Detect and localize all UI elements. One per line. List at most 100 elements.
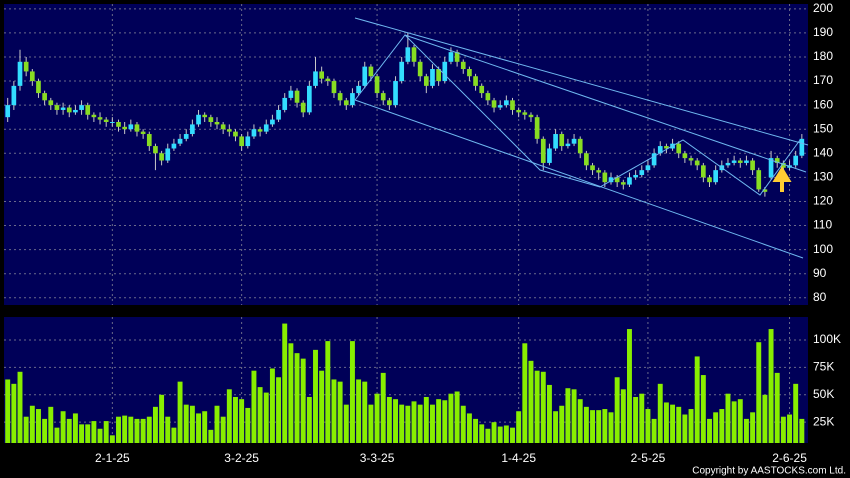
candle-body <box>122 126 128 130</box>
volume-bar <box>128 416 134 443</box>
candle-body <box>799 138 805 156</box>
candle-body <box>701 165 706 178</box>
volume-bar <box>42 418 48 443</box>
volume-bar <box>251 370 257 443</box>
volume-bar <box>294 353 300 443</box>
candle-body <box>627 177 632 185</box>
volume-bar <box>54 427 60 443</box>
candle-body <box>177 138 183 144</box>
marks: 80 90 100 110 120 130 140 150 160 170 180 190 200 25K… <box>4 1 841 465</box>
volume-bar <box>473 418 479 443</box>
volume-bar <box>682 414 688 443</box>
y-tick-label: 80 <box>813 290 827 304</box>
volume-bar <box>540 371 546 443</box>
candle-body <box>479 85 485 94</box>
volume-bar <box>423 396 429 443</box>
volume-bar <box>731 401 737 443</box>
volume-bar <box>768 329 774 443</box>
volume-bar <box>608 412 614 443</box>
volume-bar <box>583 406 589 443</box>
candle-body <box>362 66 368 86</box>
candle-body <box>128 124 134 130</box>
candle-body <box>171 143 177 149</box>
candle-body <box>85 105 91 115</box>
candle-body <box>134 124 140 132</box>
volume-bar <box>159 394 165 443</box>
candle-body <box>11 85 17 106</box>
volume-bar <box>116 416 121 443</box>
volume-bar <box>774 372 780 443</box>
candle-body <box>331 81 337 94</box>
volume-bar <box>442 400 448 443</box>
candle-body <box>744 160 749 163</box>
volume-bar <box>750 412 756 443</box>
candle-body <box>226 129 232 132</box>
candle-body <box>596 170 602 173</box>
y-tick-label: 150 <box>813 121 833 135</box>
candle-body <box>153 146 158 154</box>
volume-bar <box>528 360 534 443</box>
volume-bar <box>657 383 663 443</box>
volume-bar <box>245 407 251 443</box>
candle-body <box>516 109 521 113</box>
channel-lower <box>354 99 804 259</box>
volume-bar <box>109 435 115 443</box>
candle-body <box>233 131 238 137</box>
candle-body <box>276 109 281 120</box>
volume-bar <box>72 413 78 443</box>
volume-bar <box>220 416 226 443</box>
volume-bar <box>23 416 29 443</box>
candle-body <box>17 61 23 86</box>
candle-body <box>325 78 331 82</box>
candle-body <box>504 100 509 106</box>
volume-bar <box>202 411 208 443</box>
y-tick-label: 50K <box>813 387 834 401</box>
candle-body <box>614 177 620 183</box>
candle-body <box>688 158 694 161</box>
candle-body <box>79 105 84 110</box>
candle-body <box>522 112 528 115</box>
volume-bar <box>522 343 528 443</box>
candle-body <box>239 136 244 147</box>
candle-body <box>183 134 189 139</box>
candle-body <box>257 129 263 132</box>
candle-body <box>251 129 257 137</box>
candle-body <box>91 114 97 118</box>
volume-bar <box>546 384 552 443</box>
candle-body <box>485 93 491 101</box>
zigzag <box>354 34 801 196</box>
candle-body <box>436 69 441 82</box>
volume-bar <box>793 383 799 443</box>
volume-bar <box>762 394 768 443</box>
volume-bar <box>5 379 11 443</box>
volume-bar <box>276 377 282 443</box>
candle-body <box>42 93 47 101</box>
volume-bar <box>288 343 294 443</box>
volume-bar <box>325 341 331 443</box>
volume-bar <box>146 416 152 443</box>
volume-bar <box>134 418 140 443</box>
candle-body <box>214 121 220 125</box>
candle-body <box>103 119 109 122</box>
candle-body <box>737 160 743 163</box>
candle-body <box>423 76 429 86</box>
volume-bar <box>399 404 405 443</box>
candle-body <box>288 90 294 98</box>
candle-body <box>534 117 540 139</box>
y-tick-label: 190 <box>813 25 833 39</box>
volume-bar <box>36 409 41 443</box>
candle-body <box>387 100 392 106</box>
candle-body <box>319 71 324 79</box>
volume-bar <box>103 421 109 443</box>
candle-body <box>565 143 571 147</box>
volume-bar <box>226 389 232 443</box>
volume-bar <box>282 323 288 443</box>
candle-body <box>368 66 374 77</box>
volume-bar <box>534 370 540 443</box>
volume-bar <box>694 356 700 443</box>
candle-body <box>633 174 638 178</box>
volume-bar <box>374 393 380 443</box>
candle-body <box>208 117 214 122</box>
volume-bar <box>140 418 146 443</box>
